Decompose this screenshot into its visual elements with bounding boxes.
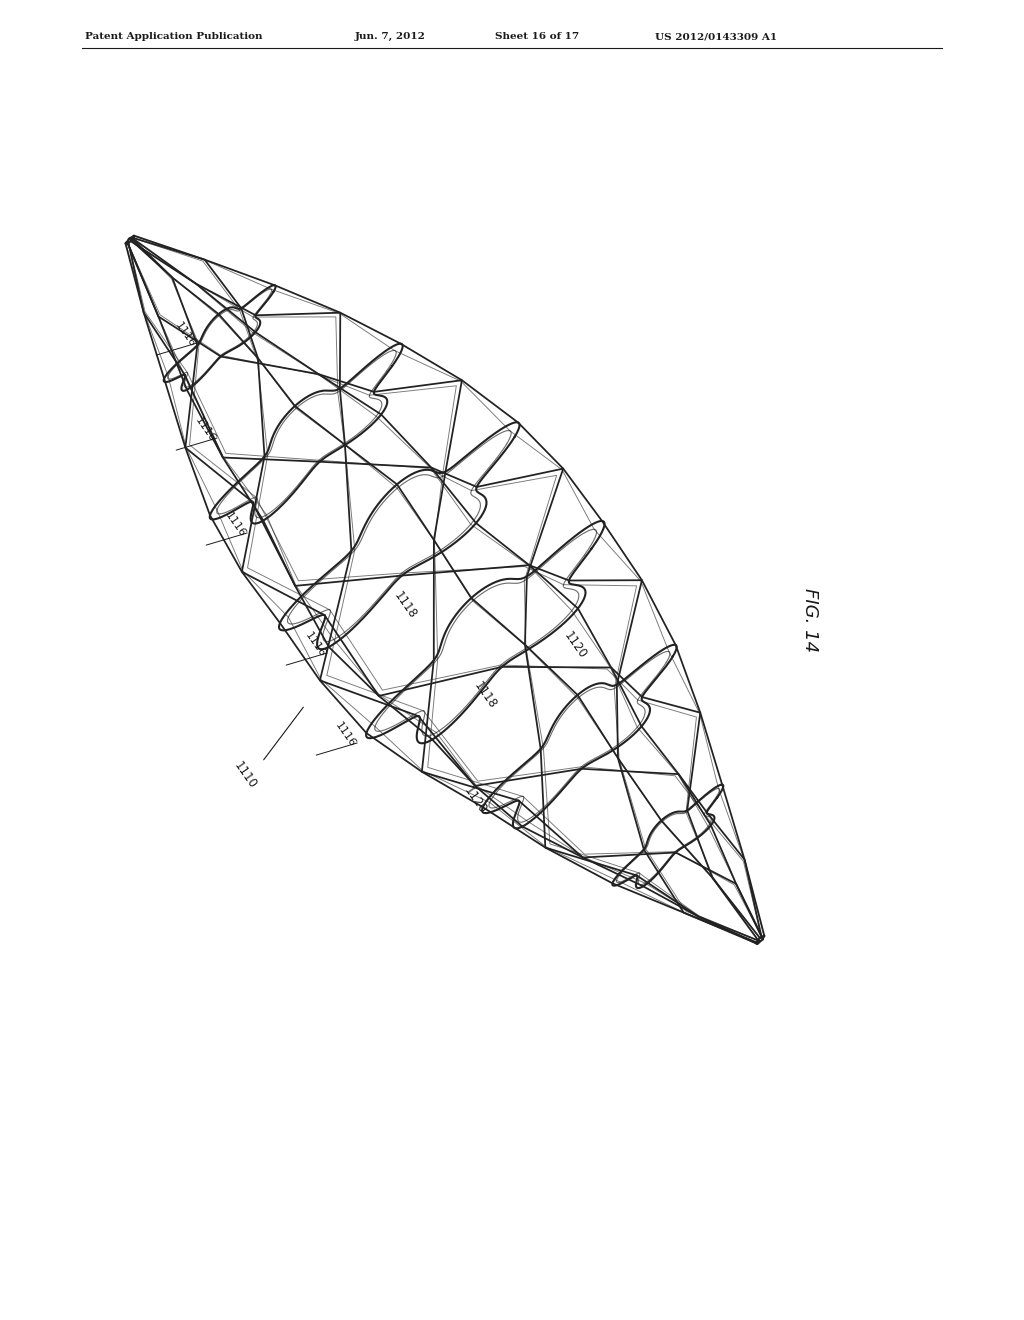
Text: 1116: 1116 bbox=[173, 321, 198, 350]
Text: FIG. 14: FIG. 14 bbox=[801, 587, 819, 652]
Text: Sheet 16 of 17: Sheet 16 of 17 bbox=[495, 32, 580, 41]
Text: Jun. 7, 2012: Jun. 7, 2012 bbox=[355, 32, 426, 41]
Text: 1120: 1120 bbox=[561, 630, 589, 661]
Text: 1110: 1110 bbox=[231, 759, 259, 791]
Text: 1118: 1118 bbox=[391, 589, 419, 620]
Text: 1116: 1116 bbox=[333, 721, 357, 750]
Text: 1120: 1120 bbox=[461, 784, 488, 816]
Text: 1116: 1116 bbox=[223, 511, 247, 540]
Text: 1116: 1116 bbox=[193, 416, 217, 445]
Text: US 2012/0143309 A1: US 2012/0143309 A1 bbox=[655, 32, 777, 41]
Text: Patent Application Publication: Patent Application Publication bbox=[85, 32, 262, 41]
Text: 1116: 1116 bbox=[303, 631, 327, 659]
Text: 1118: 1118 bbox=[471, 678, 499, 711]
